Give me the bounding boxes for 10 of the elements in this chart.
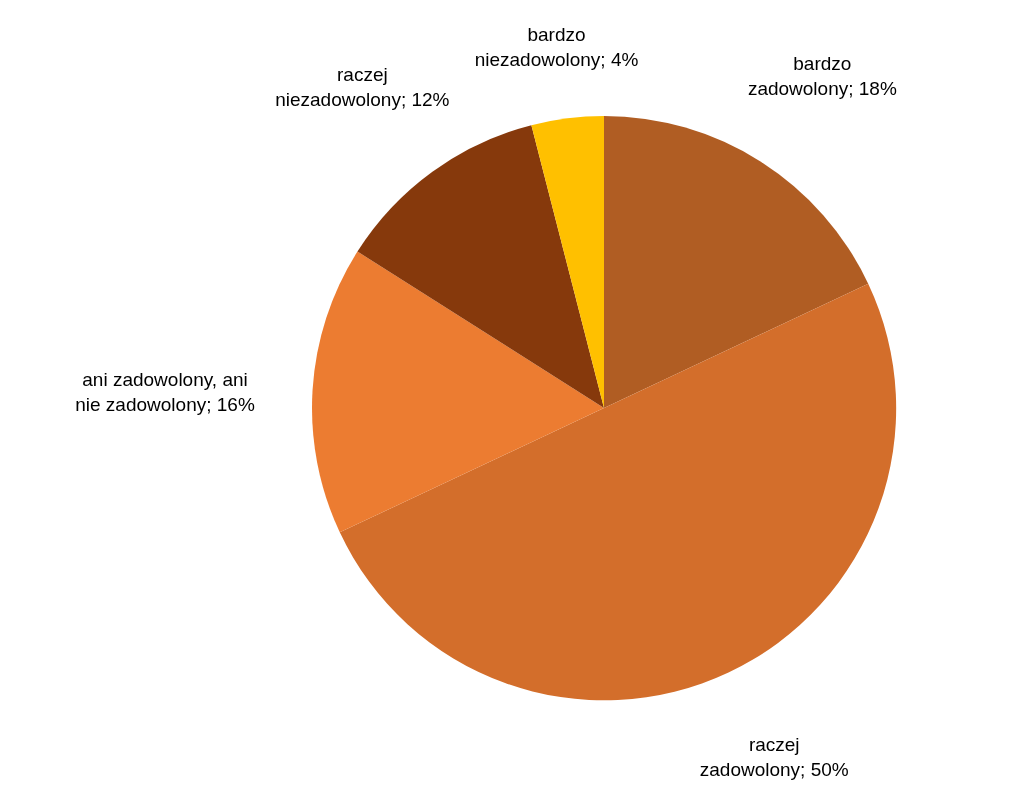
slice-label: bardzo niezadowolony; 4% [474,24,639,70]
pie-slice [339,283,896,701]
pie-slice [357,125,604,408]
slice-label: bardzo zadowolony; 18% [747,52,897,99]
slice-label: raczej zadowolony; 50% [699,734,849,780]
pie-slice [604,116,869,408]
slice-label: raczej niezadowolony; 12% [275,64,450,111]
slice-label: ani zadowolony, ani nie zadowolony; 16% [75,369,255,416]
pie-slice [312,251,604,533]
pie-slice [531,116,604,408]
